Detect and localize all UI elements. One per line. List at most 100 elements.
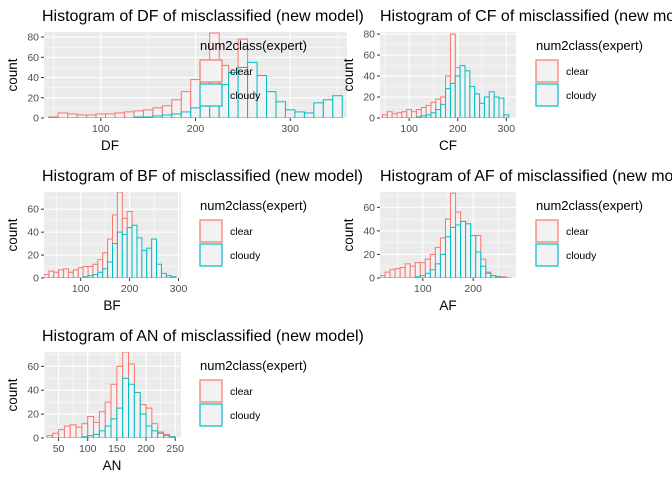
- bar-cloudy: [474, 93, 481, 118]
- bar-cloudy: [122, 377, 130, 438]
- bar-cloudy: [123, 117, 135, 118]
- y-tick-label: 80: [363, 29, 375, 41]
- bar-cloudy: [455, 224, 462, 278]
- y-tick-label: 40: [363, 71, 375, 83]
- bar-clear: [67, 113, 78, 118]
- bar-cloudy: [105, 117, 116, 118]
- bar-cloudy: [322, 99, 334, 118]
- series-cloudy: [48, 61, 343, 118]
- bar-cloudy: [161, 114, 173, 118]
- bar-clear: [69, 424, 77, 438]
- bar-cloudy: [429, 269, 436, 278]
- legend-title: num2class(expert): [200, 198, 307, 213]
- bar-cloudy: [151, 238, 158, 278]
- bar-clear: [404, 263, 411, 278]
- bar-cloudy: [46, 437, 54, 438]
- bar-cloudy: [163, 435, 170, 438]
- bar-cloudy: [104, 425, 112, 438]
- bar-cloudy: [313, 102, 324, 118]
- bar-cloudy: [160, 272, 167, 278]
- bar-cloudy: [76, 117, 88, 118]
- bar-clear: [67, 271, 74, 278]
- x-tick-label: 200: [187, 123, 205, 135]
- bar-cloudy: [116, 231, 123, 278]
- bar-cloudy: [430, 112, 437, 118]
- bar-clear: [389, 269, 396, 278]
- bar-cloudy: [415, 116, 422, 118]
- bar-cloudy: [493, 96, 500, 118]
- bar-cloudy: [386, 117, 393, 118]
- legend-key-cloudy: [535, 243, 559, 267]
- x-tick-label: 100: [400, 123, 418, 135]
- bar-cloudy: [459, 65, 466, 118]
- bar-cloudy: [48, 277, 55, 278]
- bar-cloudy: [490, 275, 497, 278]
- y-tick-label: 20: [363, 249, 375, 261]
- bar-cloudy: [411, 117, 417, 118]
- bar-cloudy: [450, 226, 457, 278]
- legend: num2class(expert) clear cloudy: [199, 198, 307, 267]
- y-tick-label: 60: [363, 50, 375, 62]
- bar-clear: [53, 271, 60, 278]
- legend-label: clear: [566, 226, 589, 238]
- bar-cloudy: [139, 413, 147, 438]
- y-tick-label: 0: [369, 113, 375, 125]
- bar-cloudy: [92, 274, 99, 278]
- legend-key-cloudy: [535, 83, 559, 107]
- bar-cloudy: [389, 277, 396, 278]
- y-axis-label: count: [5, 218, 20, 251]
- legend-label: cloudy: [566, 90, 597, 102]
- bar-cloudy: [439, 253, 446, 278]
- bar-cloudy: [332, 95, 343, 118]
- bar-cloudy: [401, 117, 408, 118]
- bar-cloudy: [391, 117, 398, 118]
- bar-clear: [48, 270, 55, 278]
- legend-key-cloudy: [199, 83, 223, 107]
- series-cloudy: [381, 65, 510, 118]
- bar-cloudy: [294, 111, 305, 118]
- bar-cloudy: [475, 251, 482, 278]
- bar-clear: [170, 277, 177, 278]
- x-tick-label: 200: [464, 283, 482, 295]
- bar-clear: [58, 429, 65, 438]
- bar-cloudy: [284, 109, 296, 118]
- legend: num2class(expert) clear cloudy: [199, 38, 307, 107]
- bar-cloudy: [156, 263, 162, 278]
- y-tick-label: 60: [27, 52, 39, 64]
- bar-cloudy: [87, 275, 94, 278]
- bar-cloudy: [171, 113, 182, 118]
- bar-cloudy: [145, 425, 153, 438]
- bar-cloudy: [63, 277, 69, 278]
- x-tick-label: 200: [449, 123, 467, 135]
- bar-cloudy: [449, 82, 456, 118]
- legend-key-clear: [535, 219, 559, 243]
- x-tick-label: 200: [137, 443, 155, 455]
- y-axis-label: count: [341, 58, 356, 91]
- bar-cloudy: [503, 114, 510, 118]
- bar-cloudy: [425, 114, 432, 118]
- legend-key-cloudy: [199, 243, 223, 267]
- y-tick-label: 20: [27, 92, 39, 104]
- legend-label: clear: [230, 386, 253, 398]
- x-tick-label: 300: [281, 123, 299, 135]
- legend-item-cloudy: cloudy: [199, 403, 261, 427]
- y-tick-label: 60: [27, 361, 39, 373]
- bar-cloudy: [52, 437, 60, 438]
- bar-clear: [105, 113, 116, 118]
- legend-item-clear: clear: [535, 219, 589, 243]
- bar-cloudy: [58, 437, 65, 438]
- bar-clear: [386, 111, 393, 118]
- legend-item-clear: clear: [199, 379, 253, 403]
- bar-cloudy: [114, 117, 125, 118]
- bar-clear: [313, 117, 324, 118]
- bar-cloudy: [190, 107, 201, 118]
- bar-clear: [77, 267, 84, 278]
- legend-label: clear: [230, 226, 253, 238]
- y-tick-label: 20: [27, 250, 39, 262]
- bar-cloudy: [465, 223, 472, 278]
- bar-clear: [58, 269, 65, 278]
- histogram-panel-DF: Histogram of DF of misclassified (new mo…: [5, 8, 364, 153]
- bar-cloudy: [93, 433, 100, 438]
- y-tick-label: 20: [363, 92, 375, 104]
- bar-cloudy: [157, 432, 165, 438]
